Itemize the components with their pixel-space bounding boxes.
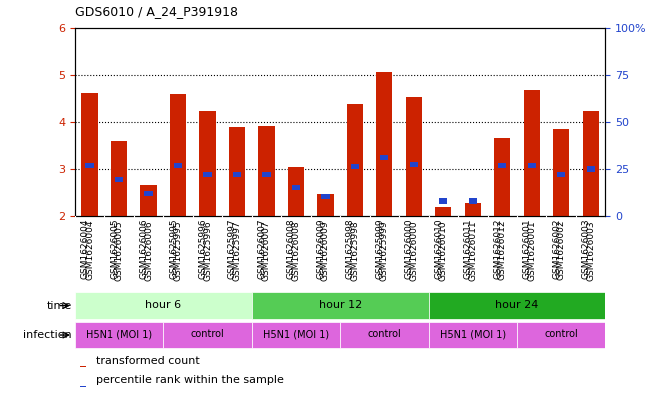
Text: GSM1626002: GSM1626002 [552, 219, 561, 279]
Text: time: time [46, 301, 72, 310]
Text: GSM1626012: GSM1626012 [498, 220, 506, 280]
Text: GSM1626001: GSM1626001 [523, 219, 532, 279]
Bar [409, 162, 418, 167]
Bar [340, 322, 428, 348]
Text: GSM1626002: GSM1626002 [557, 220, 566, 280]
Text: H5N1 (MOI 1): H5N1 (MOI 1) [86, 329, 152, 340]
Bar [527, 163, 536, 168]
Bar [317, 194, 333, 216]
Text: GSM1626009: GSM1626009 [321, 220, 330, 281]
Text: GSM1625999: GSM1625999 [380, 220, 389, 281]
Bar [428, 292, 605, 319]
Text: GSM1626008: GSM1626008 [292, 220, 300, 281]
Text: GSM1626006: GSM1626006 [144, 220, 153, 281]
Text: GSM1626011: GSM1626011 [468, 220, 477, 281]
Text: hour 24: hour 24 [495, 300, 538, 310]
Text: GSM1626007: GSM1626007 [262, 220, 271, 281]
Bar [80, 386, 86, 387]
Bar [262, 172, 271, 177]
Text: GSM1626005: GSM1626005 [115, 220, 124, 281]
Bar [322, 194, 329, 199]
Bar [85, 163, 94, 168]
Text: GSM1625996: GSM1625996 [199, 219, 208, 279]
Text: H5N1 (MOI 1): H5N1 (MOI 1) [263, 329, 329, 340]
Text: GSM1626010: GSM1626010 [434, 219, 443, 279]
Bar [203, 172, 212, 177]
Bar [233, 172, 241, 177]
Bar [376, 72, 393, 216]
Bar [170, 94, 186, 216]
Bar [465, 203, 481, 216]
Bar [439, 198, 447, 204]
Bar [553, 129, 570, 216]
Bar [380, 154, 389, 160]
Bar [436, 207, 451, 216]
Bar [145, 191, 153, 196]
Bar [523, 90, 540, 216]
Text: GSM1626000: GSM1626000 [405, 219, 414, 279]
Text: GSM1626004: GSM1626004 [85, 220, 94, 280]
Text: GSM1626000: GSM1626000 [409, 220, 419, 281]
Bar [587, 166, 595, 172]
Bar [163, 322, 252, 348]
Text: GSM1626009: GSM1626009 [316, 219, 326, 279]
Text: control: control [367, 329, 401, 340]
Text: GSM1626004: GSM1626004 [81, 219, 90, 279]
Bar [498, 163, 506, 168]
Bar [81, 93, 98, 216]
Text: GSM1626003: GSM1626003 [582, 219, 590, 279]
Text: GSM1626005: GSM1626005 [110, 219, 119, 279]
Bar [288, 167, 304, 216]
Bar [292, 185, 300, 191]
Text: GSM1626010: GSM1626010 [439, 220, 448, 281]
Text: GSM1625996: GSM1625996 [203, 220, 212, 281]
Bar [174, 163, 182, 168]
Bar [229, 127, 245, 216]
Bar [494, 138, 510, 216]
Text: control: control [544, 329, 578, 340]
Text: control: control [191, 329, 225, 340]
Bar [557, 172, 565, 177]
Bar [347, 105, 363, 216]
Bar [75, 322, 163, 348]
Text: GDS6010 / A_24_P391918: GDS6010 / A_24_P391918 [75, 5, 238, 18]
Text: hour 6: hour 6 [145, 300, 182, 310]
Text: GSM1625997: GSM1625997 [228, 219, 237, 279]
Text: GSM1625998: GSM1625998 [350, 220, 359, 281]
Text: GSM1626012: GSM1626012 [493, 219, 503, 279]
Text: GSM1625997: GSM1625997 [232, 220, 242, 281]
Text: transformed count: transformed count [96, 356, 200, 366]
Text: GSM1626008: GSM1626008 [287, 219, 296, 279]
Text: GSM1625995: GSM1625995 [169, 219, 178, 279]
Text: H5N1 (MOI 1): H5N1 (MOI 1) [439, 329, 506, 340]
Bar [258, 126, 275, 216]
Bar [252, 322, 340, 348]
Text: GSM1626001: GSM1626001 [527, 220, 536, 281]
Bar [469, 198, 477, 204]
Text: GSM1626003: GSM1626003 [586, 220, 595, 281]
Bar [517, 322, 605, 348]
Text: hour 12: hour 12 [318, 300, 362, 310]
Text: GSM1625999: GSM1625999 [376, 219, 384, 279]
Bar [351, 164, 359, 169]
Text: GSM1626011: GSM1626011 [464, 219, 473, 279]
Text: percentile rank within the sample: percentile rank within the sample [96, 375, 284, 386]
Bar [583, 111, 599, 216]
Text: infection: infection [23, 330, 72, 340]
Bar [80, 366, 86, 367]
Text: GSM1626007: GSM1626007 [257, 219, 266, 279]
Bar [199, 112, 215, 216]
Text: GSM1625995: GSM1625995 [174, 220, 182, 281]
Text: GSM1626006: GSM1626006 [139, 219, 148, 279]
Bar [252, 292, 428, 319]
Bar [111, 141, 127, 216]
Bar [406, 97, 422, 216]
Bar [75, 292, 252, 319]
Bar [115, 177, 123, 182]
Bar [141, 185, 157, 216]
Text: GSM1625998: GSM1625998 [346, 219, 355, 279]
Bar [428, 322, 517, 348]
